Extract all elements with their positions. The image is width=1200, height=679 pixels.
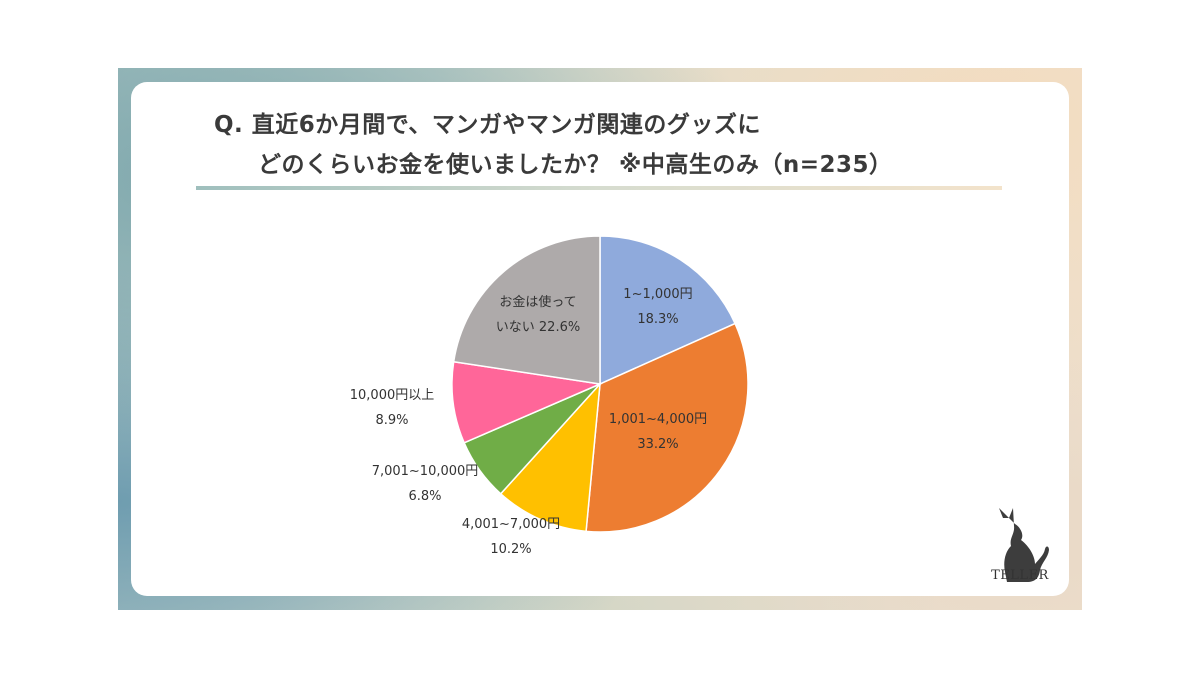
question-title-line-1: Q. 直近6か月間で、マンガやマンガ関連のグッズに bbox=[214, 112, 761, 138]
slice-label: いない 22.6% bbox=[496, 320, 580, 335]
title-divider bbox=[196, 186, 1002, 190]
pie-slice bbox=[599, 235, 737, 386]
slice-label: 1,001~4,000円 bbox=[609, 412, 707, 427]
slice-label: 8.9% bbox=[375, 413, 408, 428]
pie-slice bbox=[452, 235, 601, 385]
slice-label: 18.3% bbox=[637, 312, 678, 327]
pie-slice bbox=[451, 360, 603, 444]
question-title-line-2: どのくらいお金を使いましたか？ ※中高生のみ（n=235） bbox=[258, 152, 893, 178]
slice-label: お金は使って bbox=[499, 294, 576, 310]
slice-label: 7,001~10,000円 bbox=[372, 464, 479, 479]
slice-label: 4,001~7,000円 bbox=[462, 517, 560, 532]
slice-label: 10,000円以上 bbox=[350, 388, 435, 403]
pie-slice bbox=[499, 381, 601, 533]
logo-text: TELLER bbox=[991, 568, 1049, 583]
pie-labels: 1~1,000円 18.3% 1,001~4,000円 33.2% 4,001~7,00… bbox=[350, 287, 707, 557]
slice-label: 1~1,000円 bbox=[623, 287, 692, 302]
slice-label: 10.2% bbox=[490, 542, 531, 557]
pie-slice bbox=[585, 322, 749, 533]
slice-label: 33.2% bbox=[637, 437, 678, 452]
cat-silhouette-icon bbox=[999, 508, 1049, 582]
pie-slices bbox=[451, 235, 749, 533]
slice-label: 6.8% bbox=[408, 489, 441, 504]
